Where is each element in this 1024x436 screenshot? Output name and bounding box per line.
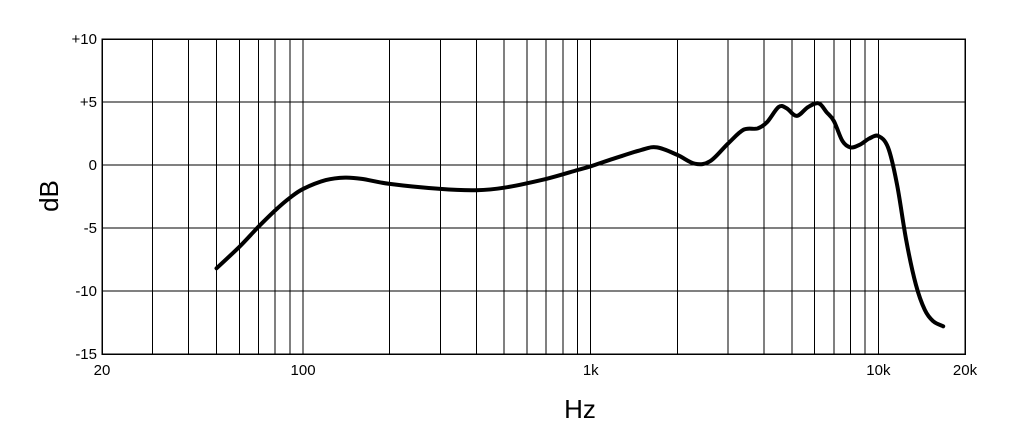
y-tick-label: +5 (80, 94, 97, 111)
plot-frame (101, 38, 966, 355)
x-tick-label: 20k (953, 362, 978, 379)
y-tick-label: -5 (84, 220, 97, 237)
x-tick-label: 10k (866, 362, 891, 379)
y-tick-label: +10 (72, 31, 97, 48)
x-tick-label: 1k (583, 362, 599, 379)
response-curve (214, 101, 946, 329)
x-tick-labels: 20 100 1k 10k 20k (94, 362, 978, 379)
y-tick-label: -10 (75, 283, 97, 300)
x-tick-label: 100 (291, 362, 316, 379)
vertical-gridlines (152, 39, 879, 354)
x-axis-title: Hz (564, 394, 596, 424)
y-axis-title: dB (34, 180, 64, 212)
x-tick-label: 20 (94, 362, 111, 379)
y-tick-labels: +10 +5 0 -5 -10 -15 (72, 31, 97, 363)
y-tick-label: -15 (75, 346, 97, 363)
y-tick-label: 0 (89, 157, 97, 174)
horizontal-gridlines (102, 101, 965, 292)
